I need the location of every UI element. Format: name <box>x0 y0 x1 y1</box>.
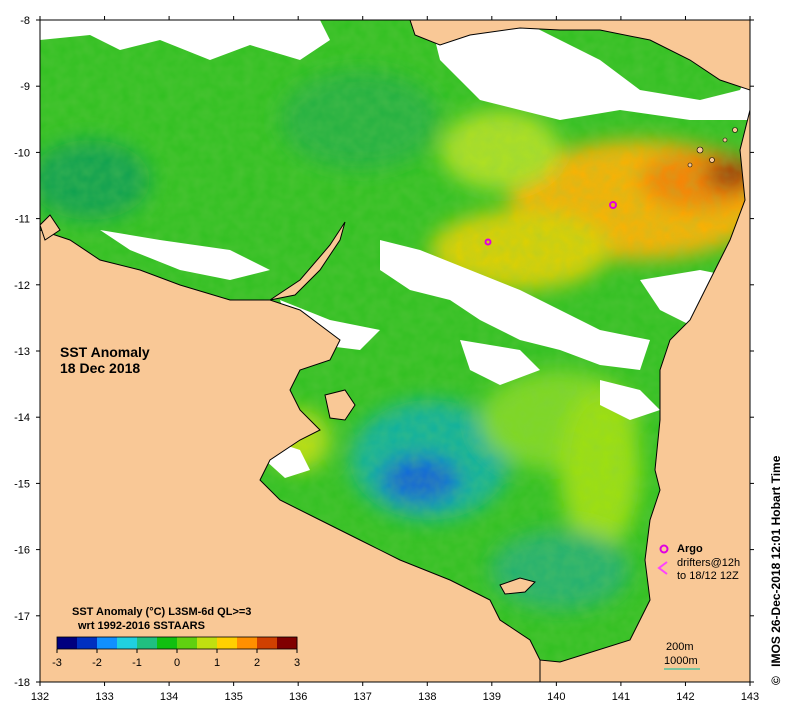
colorbar-subtitle: wrt 1992-2016 SSTAARS <box>77 620 205 632</box>
colorbar-swatch <box>237 637 258 649</box>
x-tick-label: 136 <box>289 691 307 703</box>
y-tick-label: -11 <box>15 214 30 226</box>
x-tick-label: 141 <box>612 691 630 703</box>
colorbar-swatch <box>277 637 298 649</box>
contour-200-label: 200m <box>666 641 694 653</box>
y-tick-label: -13 <box>14 346 30 358</box>
colorbar-swatch <box>257 637 278 649</box>
y-tick-label: -15 <box>14 478 30 490</box>
sst-field <box>40 20 750 682</box>
colorbar-tick-label: -1 <box>132 657 142 669</box>
y-axis: -8-9-10-11-12-13-14-15-16-17-18 <box>14 15 754 689</box>
x-tick-label: 140 <box>547 691 565 703</box>
map-title: SST Anomaly <box>60 344 150 360</box>
y-tick-label: -16 <box>14 545 30 557</box>
torres-islands <box>687 127 738 168</box>
colorbar-swatch <box>177 637 198 649</box>
contour-1000-label: 1000m <box>664 655 698 667</box>
colorbar: SST Anomaly (°C) L3SM-6d QL>=3 wrt 1992-… <box>52 606 300 669</box>
x-tick-label: 139 <box>483 691 501 703</box>
colorbar-tick-label: 0 <box>174 657 180 669</box>
drifters-label: drifters@12h <box>677 557 740 569</box>
argo-float-marker <box>484 238 492 246</box>
x-tick-label: 138 <box>418 691 436 703</box>
x-tick-label: 135 <box>224 691 242 703</box>
y-tick-label: -12 <box>14 280 30 292</box>
colorbar-swatch <box>57 637 78 649</box>
copyright-symbol: © <box>769 676 783 685</box>
colorbar-swatches <box>57 637 298 649</box>
colorbar-tick-label: 1 <box>214 657 220 669</box>
argo-marker-icon <box>659 544 669 554</box>
colorbar-title: SST Anomaly (°C) L3SM-6d QL>=3 <box>72 606 251 618</box>
y-tick-label: -17 <box>14 611 30 623</box>
colorbar-tick-label: 3 <box>294 657 300 669</box>
colorbar-tick-label: -2 <box>92 657 102 669</box>
colorbar-swatch <box>117 637 138 649</box>
credit-text: © IMOS 26-Dec-2018 12:01 Hobart Time <box>769 455 783 685</box>
x-tick-label: 137 <box>354 691 372 703</box>
y-tick-label: -8 <box>20 15 30 27</box>
x-tick-label: 134 <box>160 691 178 703</box>
y-tick-label: -9 <box>20 81 30 93</box>
argo-float-marker <box>609 201 617 209</box>
colorbar-swatch <box>77 637 98 649</box>
x-axis: 132 133 134 135 136 137 138 139 140 141 142 143 <box>31 16 759 703</box>
y-tick-label: -18 <box>14 677 30 689</box>
y-tick-label: -10 <box>14 147 30 159</box>
colorbar-ticks: -3 -2 -1 0 1 2 3 <box>52 649 300 669</box>
x-tick-label: 143 <box>741 691 759 703</box>
credit-label: IMOS 26-Dec-2018 12:01 Hobart Time <box>769 455 783 667</box>
legend: Argo drifters@12h to 18/12 12Z 200m 1000… <box>657 543 740 670</box>
colorbar-swatch <box>97 637 118 649</box>
colorbar-swatch <box>137 637 158 649</box>
x-tick-label: 133 <box>95 691 113 703</box>
x-tick-label: 142 <box>676 691 694 703</box>
colorbar-swatch <box>157 637 178 649</box>
argo-label: Argo <box>677 543 703 555</box>
land <box>40 20 750 682</box>
drifters-range: to 18/12 12Z <box>677 570 739 582</box>
drifter-arrow-icon <box>657 561 668 575</box>
x-tick-label: 132 <box>31 691 49 703</box>
colorbar-swatch <box>197 637 218 649</box>
no-data-areas <box>40 20 750 478</box>
map-date: 18 Dec 2018 <box>60 360 140 376</box>
colorbar-tick-label: -3 <box>52 657 62 669</box>
y-tick-label: -14 <box>14 412 30 424</box>
colorbar-tick-label: 2 <box>254 657 260 669</box>
colorbar-swatch <box>217 637 238 649</box>
